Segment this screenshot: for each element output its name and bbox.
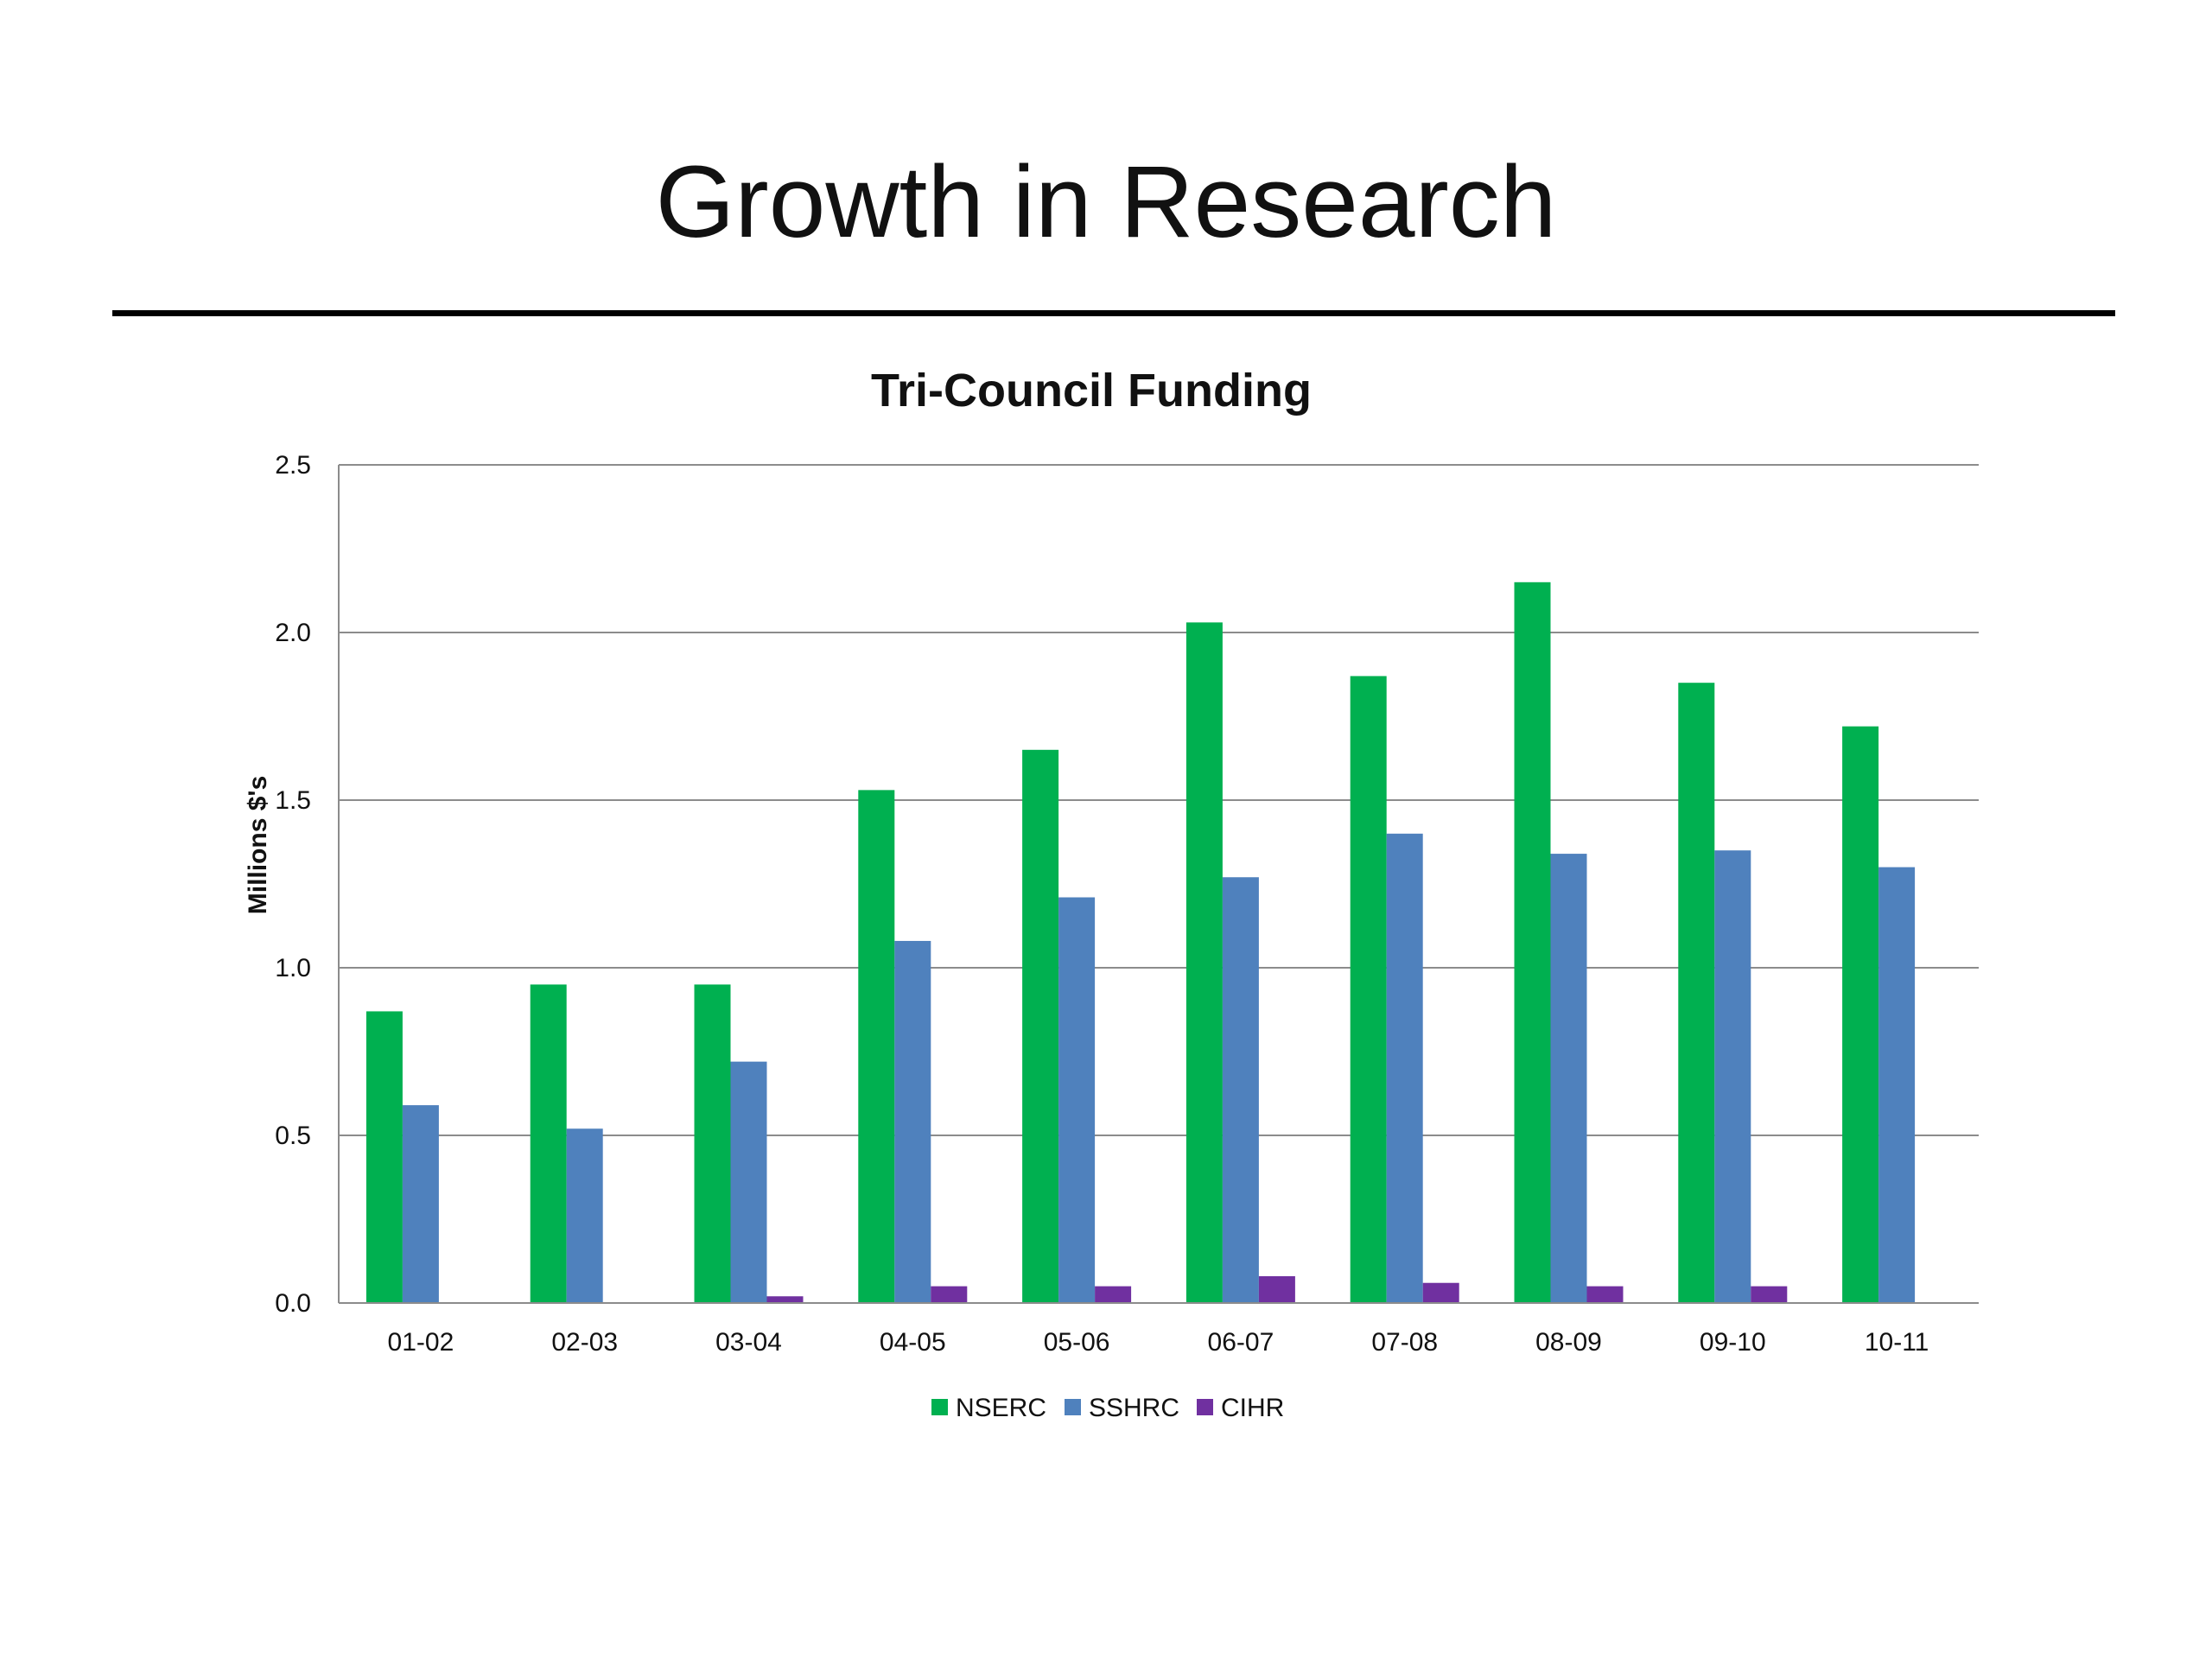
- y-tick-label: 2.0: [275, 619, 311, 647]
- y-tick-label: 2.5: [275, 451, 311, 480]
- bar-sshrc-02-03: [566, 1128, 603, 1303]
- bar-cihr-07-08: [1422, 1282, 1459, 1303]
- bar-nserc-05-06: [1022, 749, 1059, 1303]
- bar-nserc-09-10: [1678, 683, 1715, 1303]
- bar-cihr-04-05: [931, 1286, 968, 1303]
- bars: [365, 582, 1916, 1303]
- bar-sshrc-04-05: [894, 940, 931, 1303]
- axes: [338, 465, 1979, 1304]
- bar-cihr-09-10: [1751, 1286, 1788, 1303]
- bar-nserc-08-09: [1514, 582, 1551, 1303]
- bar-nserc-10-11: [1842, 726, 1879, 1303]
- bar-sshrc-03-04: [730, 1061, 767, 1303]
- x-tick-label: 02-03: [551, 1328, 618, 1357]
- y-tick-label: 1.5: [275, 786, 311, 815]
- y-tick-labels: 0.0 0.5 1.0 1.5 2.0 2.5: [275, 451, 311, 1318]
- legend: NSERC SSHRC CIHR: [931, 1394, 1284, 1422]
- x-tick-label: 07-08: [1371, 1328, 1438, 1357]
- y-tick-label: 0.5: [275, 1122, 311, 1150]
- legend-label-nserc: NSERC: [956, 1394, 1046, 1422]
- bar-nserc-04-05: [858, 790, 895, 1303]
- slide-title: Growth in Research: [655, 145, 1557, 259]
- legend-swatch-sshrc: [1065, 1399, 1081, 1415]
- bar-cihr-06-07: [1258, 1275, 1295, 1303]
- bar-nserc-06-07: [1185, 622, 1223, 1303]
- bar-sshrc-01-02: [402, 1105, 439, 1303]
- bar-sshrc-07-08: [1386, 833, 1423, 1303]
- y-tick-label: 0.0: [275, 1289, 311, 1318]
- bar-nserc-01-02: [365, 1011, 403, 1303]
- x-tick-label: 03-04: [715, 1328, 782, 1357]
- y-tick-label: 1.0: [275, 954, 311, 982]
- bar-sshrc-09-10: [1714, 850, 1751, 1303]
- bar-sshrc-05-06: [1058, 897, 1096, 1303]
- legend-label-sshrc: SSHRC: [1089, 1394, 1179, 1422]
- x-tick-label: 08-09: [1535, 1328, 1602, 1357]
- bar-sshrc-08-09: [1550, 854, 1587, 1303]
- x-tick-label: 10-11: [1865, 1328, 1929, 1357]
- legend-swatch-nserc: [931, 1399, 948, 1415]
- y-axis-label: Millions $'s: [244, 776, 272, 915]
- x-tick-labels: 01-02 02-03 03-04 04-05 05-06 06-07 07-08 08-09…: [388, 1328, 1929, 1357]
- bar-cihr-03-04: [766, 1296, 804, 1303]
- bar-cihr-05-06: [1095, 1286, 1132, 1303]
- x-tick-label: 04-05: [880, 1328, 946, 1357]
- bar-sshrc-10-11: [1878, 867, 1916, 1303]
- bar-nserc-03-04: [694, 984, 731, 1303]
- x-tick-label: 01-02: [388, 1328, 454, 1357]
- legend-swatch-cihr: [1197, 1399, 1213, 1415]
- bar-nserc-02-03: [530, 984, 567, 1303]
- chart-title: Tri-Council Funding: [871, 365, 1312, 416]
- x-tick-label: 06-07: [1208, 1328, 1274, 1357]
- x-tick-label: 05-06: [1044, 1328, 1110, 1357]
- bar-nserc-07-08: [1350, 676, 1387, 1303]
- legend-label-cihr: CIHR: [1221, 1394, 1284, 1422]
- bar-cihr-08-09: [1586, 1286, 1624, 1303]
- title-divider: [112, 310, 2115, 316]
- bar-sshrc-06-07: [1222, 877, 1259, 1303]
- x-tick-label: 09-10: [1700, 1328, 1766, 1357]
